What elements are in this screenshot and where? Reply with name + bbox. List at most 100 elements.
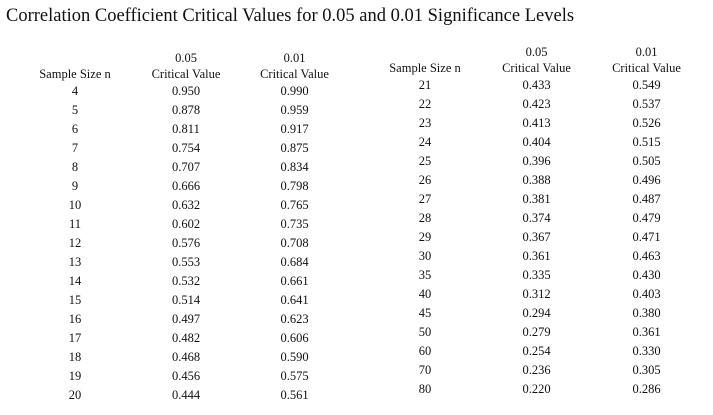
critical-value-05-cell: 0.404 xyxy=(522,135,551,149)
critical-value-01-cell: 0.463 xyxy=(632,249,661,263)
critical-values-table-left: 0.05 0.01 Sample Size n Critical Value C… xyxy=(20,50,347,405)
critical-value-01-cell: 0.549 xyxy=(632,78,661,92)
critical-value-01-cell: 0.917 xyxy=(280,122,309,136)
table-row: 12 0.576 0.708 xyxy=(20,234,347,253)
table-row: 22 0.423 0.537 xyxy=(366,95,704,114)
critical-value-05-cell: 0.456 xyxy=(171,369,201,383)
table-row: 30 0.361 0.463 xyxy=(366,247,704,266)
critical-value-05-cell: 0.254 xyxy=(522,344,551,358)
critical-value-01-cell: 0.834 xyxy=(280,160,309,174)
sample-size-cell: 4 xyxy=(71,84,79,98)
critical-value-01-cell: 0.735 xyxy=(280,217,309,231)
sample-size-cell: 17 xyxy=(68,331,82,345)
sample-size-cell: 30 xyxy=(418,249,432,263)
sample-size-cell: 19 xyxy=(68,369,82,383)
critical-value-05-cell: 0.335 xyxy=(522,268,551,282)
sample-size-cell: 26 xyxy=(418,173,432,187)
critical-value-01-cell: 0.561 xyxy=(280,388,309,402)
critical-value-01-cell: 0.526 xyxy=(632,116,661,130)
table-row: 26 0.388 0.496 xyxy=(366,171,704,190)
column-header-sample-size: Sample Size n xyxy=(389,60,461,75)
column-header-critical-value-05: Critical Value xyxy=(502,60,571,75)
sample-size-cell: 18 xyxy=(68,350,82,364)
table-row: 23 0.413 0.526 xyxy=(366,114,704,133)
critical-value-01-cell: 0.641 xyxy=(280,293,309,307)
column-header-sample-size: Sample Size n xyxy=(39,66,111,81)
sample-size-cell: 14 xyxy=(68,274,82,288)
critical-value-01-cell: 0.286 xyxy=(632,382,661,396)
sample-size-cell: 40 xyxy=(418,287,432,301)
critical-value-05-cell: 0.374 xyxy=(522,211,551,225)
critical-value-05-cell: 0.602 xyxy=(171,217,201,231)
table-row: 15 0.514 0.641 xyxy=(20,291,347,310)
table-row: 24 0.404 0.515 xyxy=(366,133,704,152)
critical-value-05-cell: 0.482 xyxy=(171,331,201,345)
critical-value-05-cell: 0.632 xyxy=(171,198,201,212)
critical-value-05-cell: 0.381 xyxy=(522,192,551,206)
critical-value-05-cell: 0.553 xyxy=(171,255,201,269)
critical-value-01-cell: 0.798 xyxy=(280,179,309,193)
sample-size-cell: 10 xyxy=(68,198,82,212)
sample-size-cell: 28 xyxy=(418,211,432,225)
table-row: 80 0.220 0.286 xyxy=(366,380,704,399)
table-row: 45 0.294 0.380 xyxy=(366,304,704,323)
table-header: 0.05 0.01 Sample Size n Critical Value C… xyxy=(366,44,704,76)
table-row: 27 0.381 0.487 xyxy=(366,190,704,209)
table-row: 21 0.433 0.549 xyxy=(366,76,704,95)
sample-size-cell: 5 xyxy=(71,103,79,117)
table-body: 4 0.950 0.990 5 0.878 0.959 6 0.811 0.917 7 0.754 0… xyxy=(20,82,347,405)
critical-value-05-cell: 0.367 xyxy=(522,230,551,244)
critical-value-05-cell: 0.707 xyxy=(171,160,201,174)
critical-value-01-cell: 0.515 xyxy=(632,135,661,149)
sample-size-cell: 6 xyxy=(71,122,79,136)
critical-value-05-cell: 0.312 xyxy=(522,287,551,301)
critical-value-01-cell: 0.606 xyxy=(280,331,309,345)
critical-value-05-cell: 0.576 xyxy=(171,236,201,250)
critical-value-05-cell: 0.236 xyxy=(522,363,551,377)
table-row: 9 0.666 0.798 xyxy=(20,177,347,196)
column-header-sig-01: 0.01 xyxy=(283,50,306,65)
table-row: 70 0.236 0.305 xyxy=(366,361,704,380)
sample-size-cell: 21 xyxy=(418,78,432,92)
table-row: 17 0.482 0.606 xyxy=(20,329,347,348)
sample-size-cell: 23 xyxy=(418,116,432,130)
critical-value-05-cell: 0.423 xyxy=(522,97,551,111)
header-spacer xyxy=(366,44,484,60)
sample-size-cell: 12 xyxy=(68,236,82,250)
table-row: 25 0.396 0.505 xyxy=(366,152,704,171)
critical-value-01-cell: 0.305 xyxy=(632,363,661,377)
table-row: 18 0.468 0.590 xyxy=(20,348,347,367)
sample-size-cell: 11 xyxy=(68,217,82,231)
table-row: 11 0.602 0.735 xyxy=(20,215,347,234)
critical-value-05-cell: 0.361 xyxy=(522,249,551,263)
critical-value-05-cell: 0.388 xyxy=(522,173,551,187)
table-row: 13 0.553 0.684 xyxy=(20,253,347,272)
table-row: 28 0.374 0.479 xyxy=(366,209,704,228)
critical-value-05-cell: 0.532 xyxy=(171,274,201,288)
header-row-significance: 0.05 0.01 xyxy=(20,50,347,66)
table-row: 7 0.754 0.875 xyxy=(20,139,347,158)
sample-size-cell: 60 xyxy=(418,344,432,358)
page-title: Correlation Coefficient Critical Values … xyxy=(6,6,575,26)
sample-size-cell: 22 xyxy=(418,97,432,111)
critical-value-01-cell: 0.661 xyxy=(280,274,309,288)
critical-value-05-cell: 0.878 xyxy=(171,103,201,117)
critical-value-01-cell: 0.330 xyxy=(632,344,661,358)
critical-value-01-cell: 0.479 xyxy=(632,211,661,225)
table-row: 5 0.878 0.959 xyxy=(20,101,347,120)
critical-value-01-cell: 0.430 xyxy=(632,268,661,282)
header-row-labels: Sample Size n Critical Value Critical Va… xyxy=(366,60,704,76)
table-row: 10 0.632 0.765 xyxy=(20,196,347,215)
critical-value-01-cell: 0.496 xyxy=(632,173,661,187)
critical-value-01-cell: 0.487 xyxy=(632,192,661,206)
column-header-critical-value-01: Critical Value xyxy=(612,60,681,75)
critical-value-01-cell: 0.684 xyxy=(280,255,309,269)
critical-value-05-cell: 0.754 xyxy=(171,141,201,155)
critical-value-05-cell: 0.444 xyxy=(171,388,201,402)
critical-value-01-cell: 0.380 xyxy=(632,306,661,320)
critical-value-01-cell: 0.623 xyxy=(280,312,309,326)
critical-value-01-cell: 0.471 xyxy=(632,230,661,244)
critical-value-05-cell: 0.950 xyxy=(171,84,201,98)
critical-value-05-cell: 0.514 xyxy=(171,293,201,307)
column-header-critical-value-05: Critical Value xyxy=(151,66,221,81)
